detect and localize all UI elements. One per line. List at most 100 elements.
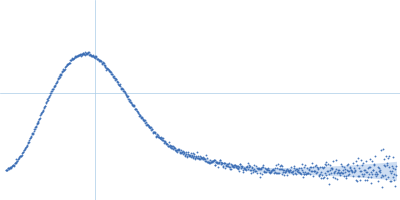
Point <box>206 161 212 164</box>
Point <box>110 74 116 77</box>
Point <box>252 169 259 173</box>
Point <box>288 170 294 173</box>
Point <box>44 98 50 101</box>
Point <box>197 157 204 160</box>
Point <box>352 170 358 173</box>
Point <box>70 58 76 61</box>
Point <box>24 144 30 147</box>
Point <box>378 173 385 176</box>
Point <box>234 166 241 169</box>
Point <box>134 109 140 112</box>
Point <box>35 120 41 123</box>
Point <box>94 58 101 61</box>
Point <box>313 163 320 167</box>
Point <box>114 79 120 82</box>
Point <box>195 157 202 160</box>
Point <box>156 137 163 140</box>
Point <box>210 159 216 163</box>
Point <box>382 173 388 177</box>
Point <box>250 169 256 172</box>
Point <box>42 104 48 107</box>
Point <box>247 169 254 172</box>
Point <box>23 145 30 148</box>
Point <box>80 52 87 56</box>
Point <box>284 167 290 170</box>
Point <box>299 169 305 172</box>
Point <box>17 154 23 157</box>
Point <box>184 151 191 154</box>
Point <box>46 96 52 99</box>
Point <box>326 183 333 186</box>
Point <box>165 144 171 148</box>
Point <box>201 157 208 160</box>
Point <box>248 171 254 174</box>
Point <box>214 161 220 165</box>
Point <box>233 166 239 169</box>
Point <box>99 62 105 65</box>
Point <box>126 99 133 102</box>
Point <box>231 164 237 167</box>
Point <box>280 169 286 172</box>
Point <box>144 124 151 127</box>
Point <box>61 68 68 72</box>
Point <box>368 170 374 174</box>
Point <box>321 171 328 174</box>
Point <box>344 174 351 177</box>
Point <box>270 168 276 172</box>
Point <box>329 167 335 170</box>
Point <box>37 113 44 117</box>
Point <box>50 87 56 90</box>
Point <box>253 165 259 168</box>
Point <box>220 164 226 167</box>
Point <box>83 53 89 56</box>
Point <box>151 131 158 134</box>
Point <box>238 166 245 170</box>
Point <box>95 58 101 61</box>
Point <box>57 73 63 77</box>
Point <box>82 53 88 57</box>
Point <box>274 171 281 175</box>
Point <box>128 101 134 104</box>
Point <box>232 164 238 167</box>
Point <box>68 58 74 62</box>
Point <box>114 80 120 84</box>
Point <box>73 55 79 58</box>
Point <box>172 148 179 151</box>
Point <box>109 72 116 75</box>
Point <box>87 54 94 57</box>
Point <box>62 65 68 68</box>
Point <box>347 166 354 169</box>
Point <box>281 173 287 177</box>
Point <box>127 99 133 102</box>
Point <box>258 168 265 171</box>
Point <box>357 178 364 181</box>
Point <box>26 138 32 142</box>
Point <box>32 125 39 128</box>
Point <box>278 167 284 171</box>
Point <box>322 173 329 176</box>
Point <box>74 54 80 58</box>
Point <box>225 162 232 166</box>
Point <box>224 164 230 167</box>
Point <box>70 56 77 59</box>
Point <box>86 51 92 54</box>
Point <box>287 169 294 172</box>
Point <box>103 68 110 71</box>
Point <box>222 164 229 168</box>
Point <box>309 162 315 165</box>
Point <box>330 159 336 162</box>
Point <box>16 156 23 159</box>
Point <box>270 167 276 171</box>
Point <box>124 96 131 99</box>
Point <box>180 153 186 156</box>
Point <box>37 116 43 119</box>
Point <box>210 158 217 161</box>
Point <box>342 174 349 177</box>
Point <box>301 172 307 176</box>
Point <box>362 159 369 162</box>
Point <box>382 154 389 158</box>
Point <box>296 171 303 174</box>
Point <box>98 61 105 65</box>
Point <box>51 84 57 88</box>
Point <box>78 52 84 55</box>
